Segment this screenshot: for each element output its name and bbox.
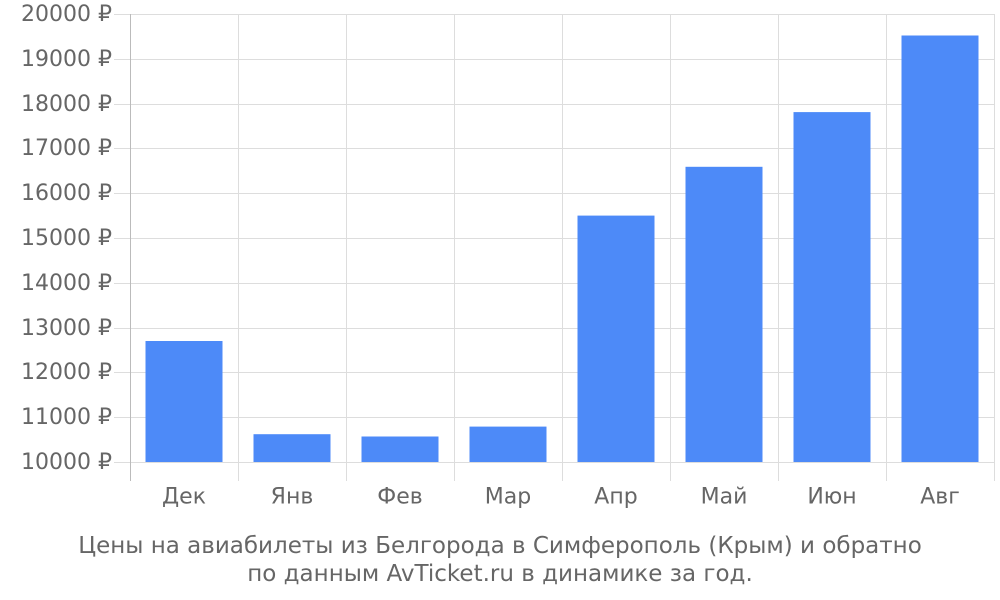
- y-tick-label: 18000 ₽: [21, 92, 112, 117]
- y-tick-label: 12000 ₽: [21, 360, 112, 385]
- x-tick-label: Июн: [807, 485, 856, 510]
- x-tick-label: Янв: [271, 485, 314, 510]
- y-tick-label: 17000 ₽: [21, 136, 112, 161]
- bar: [361, 436, 439, 462]
- bar: [577, 215, 655, 462]
- y-tick-label: 10000 ₽: [21, 450, 112, 475]
- bar: [145, 341, 223, 462]
- x-tick-label: Дек: [162, 485, 206, 510]
- caption-line-1: Цены на авиабилеты из Белгорода в Симфер…: [78, 533, 922, 559]
- bar: [793, 112, 871, 462]
- x-tick-label: Мар: [485, 485, 531, 510]
- x-tick-label: Май: [701, 485, 748, 510]
- x-tick-label: Апр: [594, 485, 637, 510]
- y-tick-label: 11000 ₽: [21, 405, 112, 430]
- bar: [685, 166, 763, 463]
- y-tick-label: 19000 ₽: [21, 47, 112, 72]
- bar: [253, 434, 331, 462]
- y-tick-label: 15000 ₽: [21, 226, 112, 251]
- bar: [901, 35, 979, 462]
- y-tick-label: 20000 ₽: [21, 2, 112, 27]
- x-tick-label: Авг: [920, 485, 960, 510]
- caption-line-2: по данным AvTicket.ru в динамике за год.: [247, 561, 753, 587]
- y-tick-label: 14000 ₽: [21, 271, 112, 296]
- y-tick-label: 13000 ₽: [21, 316, 112, 341]
- chart-caption: Цены на авиабилеты из Белгорода в Симфер…: [0, 532, 1000, 588]
- y-tick-label: 16000 ₽: [21, 181, 112, 206]
- x-tick-label: Фев: [377, 485, 422, 510]
- bar: [469, 426, 547, 462]
